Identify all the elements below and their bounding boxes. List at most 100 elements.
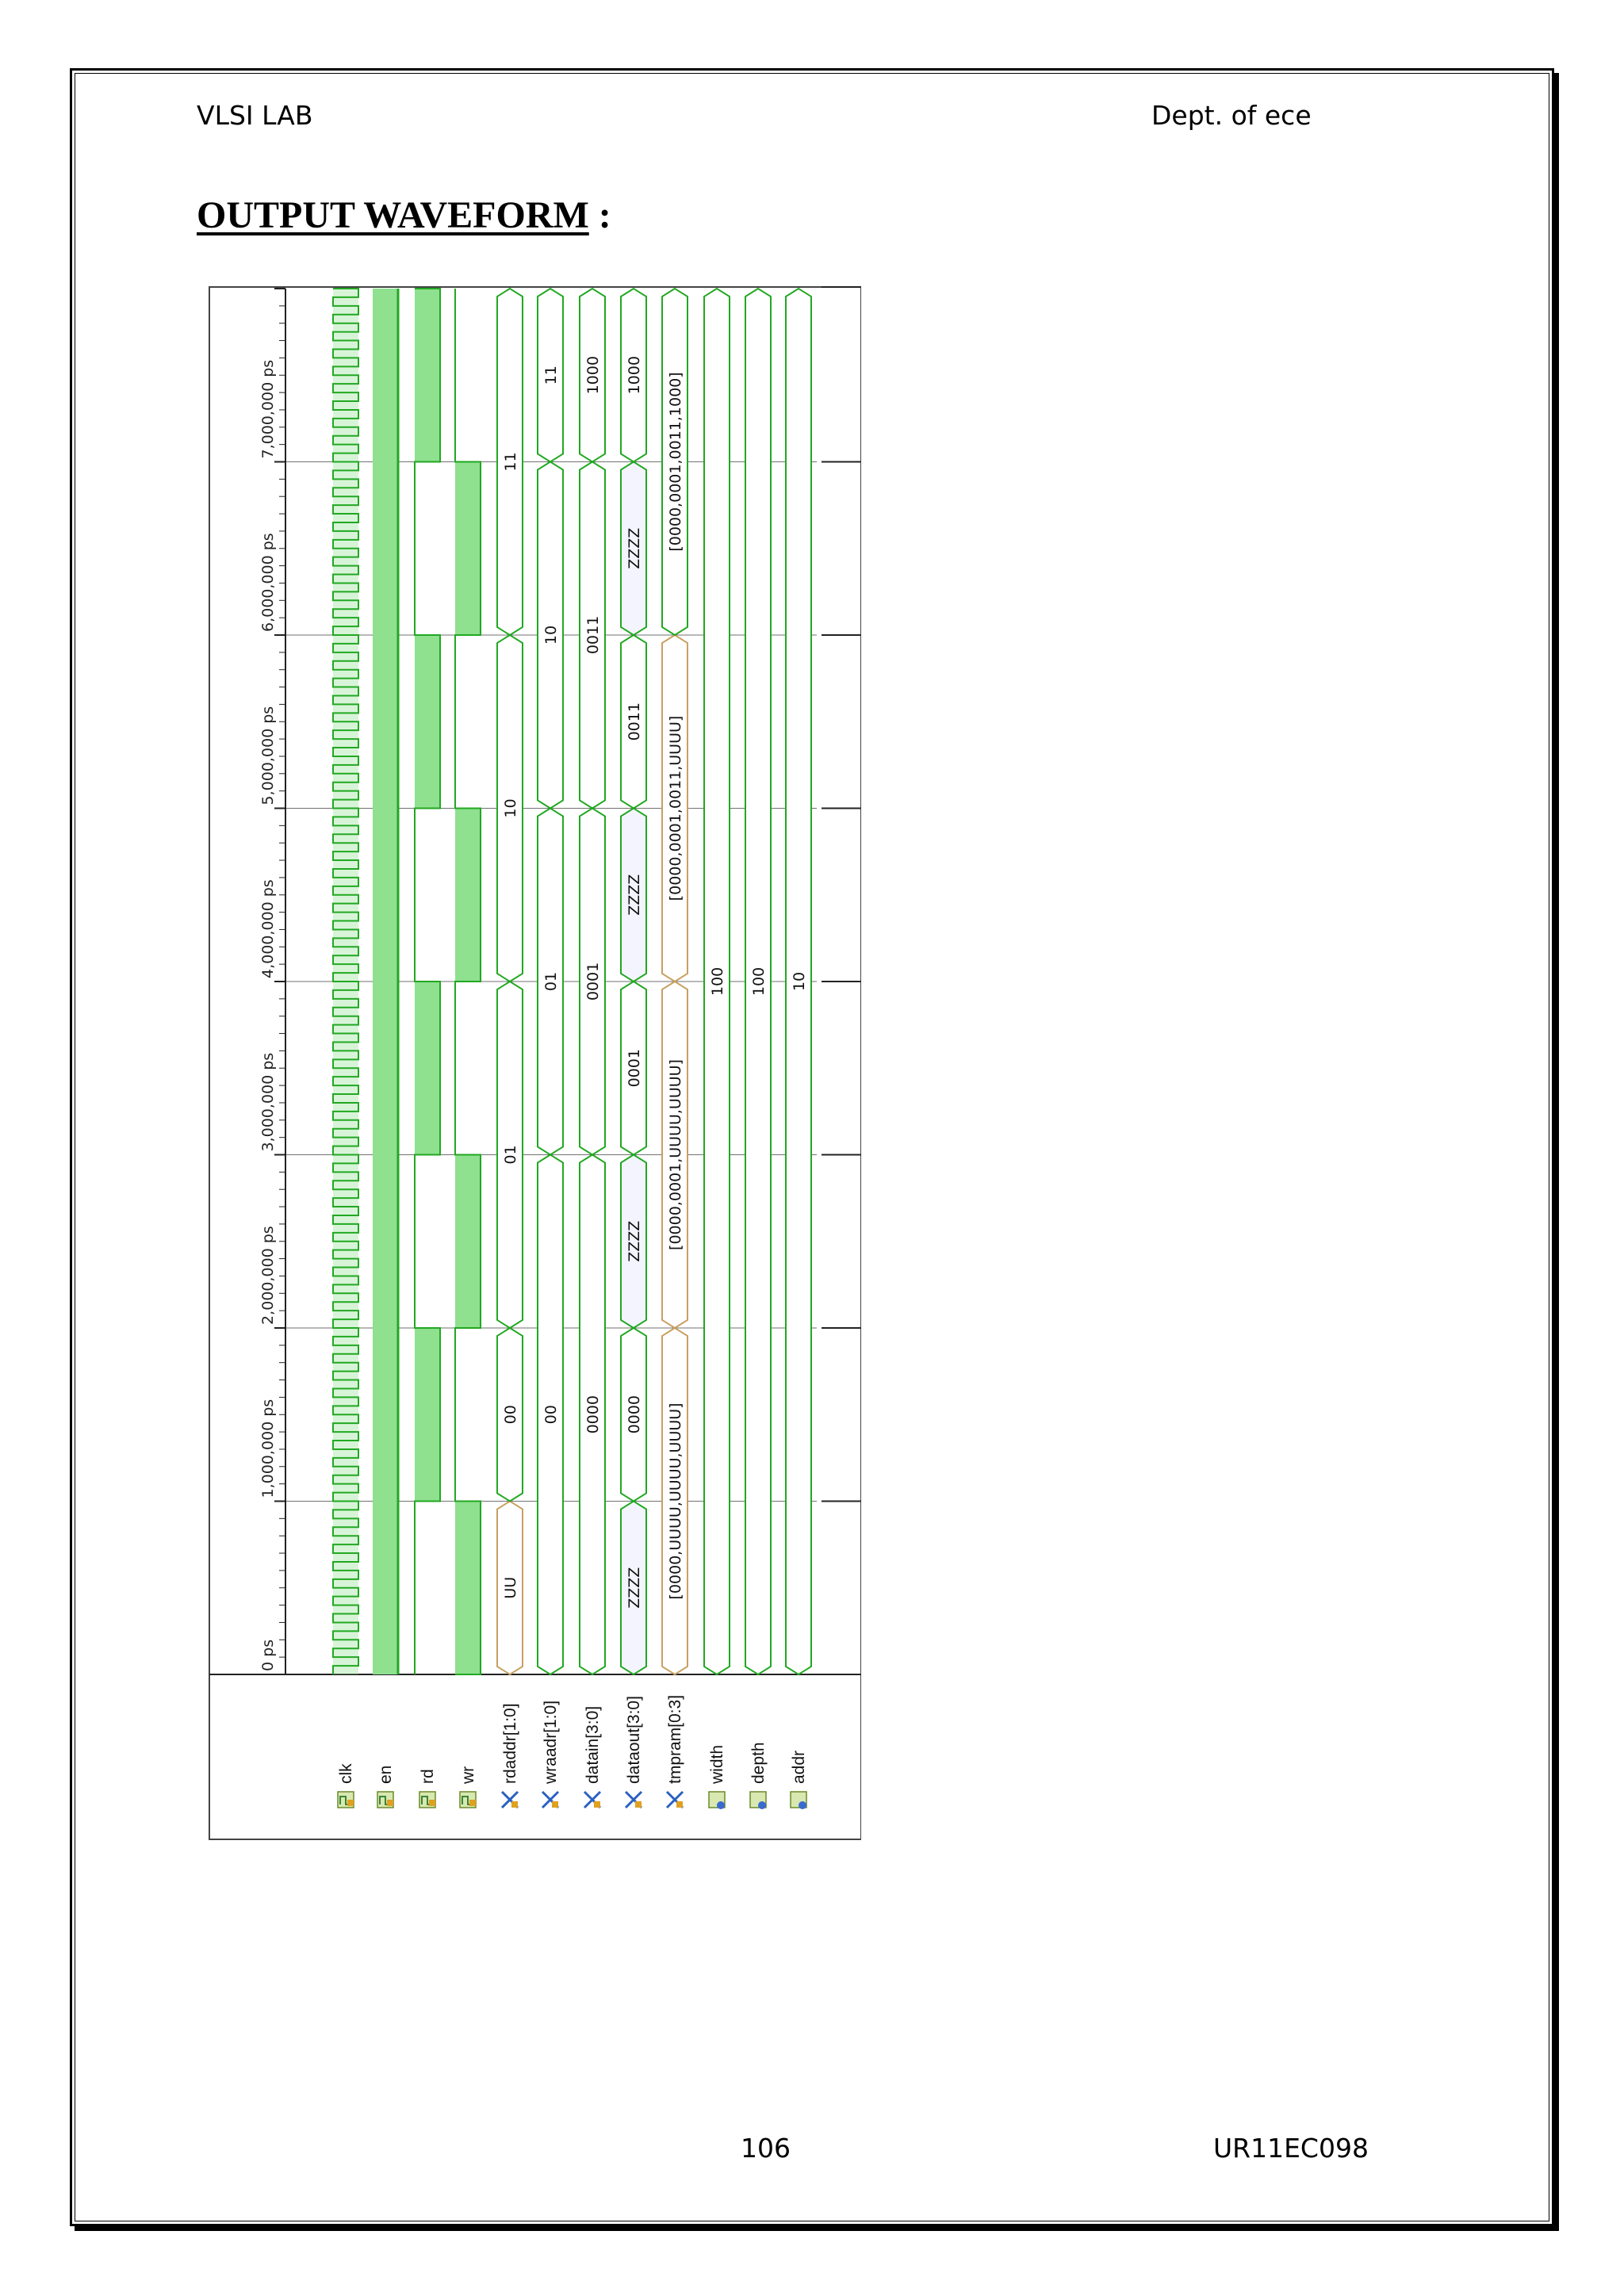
constant-icon — [708, 1791, 726, 1809]
signal-name: depth — [749, 1742, 768, 1784]
dataout-segment — [620, 1500, 647, 1676]
wr-waveform — [454, 289, 481, 1675]
page-border-inner — [75, 73, 1549, 2221]
dataout-segment — [620, 1326, 647, 1502]
datain-value: 0011 — [584, 616, 602, 654]
header-left: VLSI LAB — [197, 100, 313, 131]
datain-value: 1000 — [584, 356, 602, 394]
icon-badge — [799, 1801, 806, 1809]
width-segment — [703, 287, 730, 1676]
tmpram-value: [0000,0001,0011,UUUU] — [667, 716, 684, 901]
wraadr-value: 01 — [542, 972, 560, 991]
rdaddr-value: 01 — [502, 1145, 519, 1164]
header-right: Dept. of ece — [1151, 100, 1312, 131]
wraadr-segment — [537, 807, 564, 1156]
waveform-figure: 0 ps 1,000,000 ps 2,000,000 ps 3,000,000 ps… — [198, 273, 862, 1841]
rd-high — [415, 635, 440, 809]
depth-value: 100 — [750, 967, 768, 996]
time-label: 0 ps — [259, 1640, 277, 1671]
wr-high — [455, 461, 481, 635]
dataout-segment — [620, 287, 647, 463]
dataout-value: ZZZZ — [626, 874, 643, 916]
wraadr-value: 11 — [542, 365, 560, 385]
datain-segment — [579, 1154, 606, 1676]
section-title: OUTPUT WAVEFORM : — [197, 193, 611, 237]
signal-name: wraadr[1:0] — [542, 1701, 560, 1785]
addr-segment — [785, 287, 812, 1676]
dataout-segment — [620, 807, 647, 983]
signal-name: rd — [419, 1769, 437, 1784]
signal-name: datain[3:0] — [584, 1706, 602, 1784]
wraadr-segment — [537, 1154, 564, 1676]
array-signal-icon — [665, 1790, 684, 1809]
signal-name: rdaddr[1:0] — [501, 1703, 519, 1784]
time-label: 1,000,000 ps — [259, 1399, 277, 1498]
page-number: 106 — [741, 2133, 791, 2164]
signal-name: wr — [459, 1766, 477, 1785]
wraadr-value: 10 — [542, 626, 560, 645]
tmpram-value: [0000,0001,0011,1000] — [667, 372, 684, 551]
depth-segment — [745, 287, 772, 1676]
wr-high — [455, 1501, 481, 1674]
tmpram-value: [0000,0001,UUUU,UUUU] — [667, 1059, 684, 1250]
dataout-value: ZZZZ — [626, 1221, 643, 1262]
section-title-text: OUTPUT WAVEFORM — [197, 194, 589, 236]
datain-segment — [579, 461, 606, 809]
dataout-segment — [620, 461, 647, 637]
icon-badge — [758, 1801, 766, 1809]
signal-name: dataout[3:0] — [625, 1696, 643, 1784]
time-label: 5,000,000 ps — [259, 706, 277, 806]
student-id: UR11EC098 — [1213, 2133, 1369, 2164]
time-label: 3,000,000 ps — [259, 1053, 277, 1152]
time-label: 4,000,000 ps — [259, 879, 277, 978]
section-title-suffix: : — [588, 194, 611, 236]
wr-high — [455, 808, 481, 982]
time-label: 6,000,000 ps — [259, 533, 277, 632]
wraadr-segment — [537, 287, 564, 463]
datain-segment — [579, 287, 606, 463]
icon-badge — [347, 1800, 354, 1806]
bus-signal-icon — [500, 1790, 519, 1809]
bit-signal-icon — [337, 1791, 354, 1808]
icon-badge — [635, 1801, 642, 1808]
page-border-shadow-bottom — [75, 2226, 1559, 2231]
rdaddr-segment — [496, 1326, 523, 1502]
addr-value: 10 — [791, 972, 808, 991]
page-border-shadow-right — [1554, 73, 1559, 2231]
time-label: 7,000,000 ps — [259, 360, 277, 459]
dataout-value: 1000 — [626, 356, 643, 394]
en-waveform — [373, 289, 398, 1674]
dataout-segment — [620, 980, 647, 1156]
icon-badge — [469, 1800, 476, 1806]
rdaddr-segment — [496, 633, 523, 983]
tmpram-segment — [661, 980, 688, 1330]
dataout-value: 0000 — [626, 1395, 643, 1433]
bit-signal-icon — [377, 1791, 394, 1808]
icon-badge — [552, 1801, 558, 1808]
constant-icon — [790, 1791, 807, 1809]
rd-high — [415, 982, 440, 1155]
constant-icon — [749, 1791, 767, 1809]
bit-signal-icon — [459, 1791, 477, 1808]
datain-value: 0001 — [584, 962, 602, 1001]
bus-signal-icon — [541, 1790, 560, 1809]
bus-signal-icon — [624, 1790, 643, 1809]
signal-name: en — [377, 1766, 395, 1784]
icon-badge — [387, 1800, 393, 1806]
rd-high — [415, 289, 440, 462]
rdaddr-value: 10 — [502, 798, 519, 817]
rdaddr-value: UU — [502, 1577, 519, 1599]
time-label: 2,000,000 ps — [259, 1226, 277, 1325]
tmpram-segment — [661, 287, 688, 637]
wraadr-segment — [537, 461, 564, 809]
width-value: 100 — [709, 967, 726, 996]
bit-signal-icon — [419, 1791, 436, 1808]
icon-badge — [676, 1801, 683, 1808]
rdaddr-value: 00 — [502, 1405, 519, 1424]
dataout-value: 0001 — [626, 1049, 643, 1087]
dataout-value: 0011 — [626, 702, 643, 740]
signal-name: clk — [337, 1763, 355, 1784]
page-border — [70, 68, 1554, 2226]
icon-badge — [511, 1801, 518, 1808]
dataout-segment — [620, 1154, 647, 1330]
